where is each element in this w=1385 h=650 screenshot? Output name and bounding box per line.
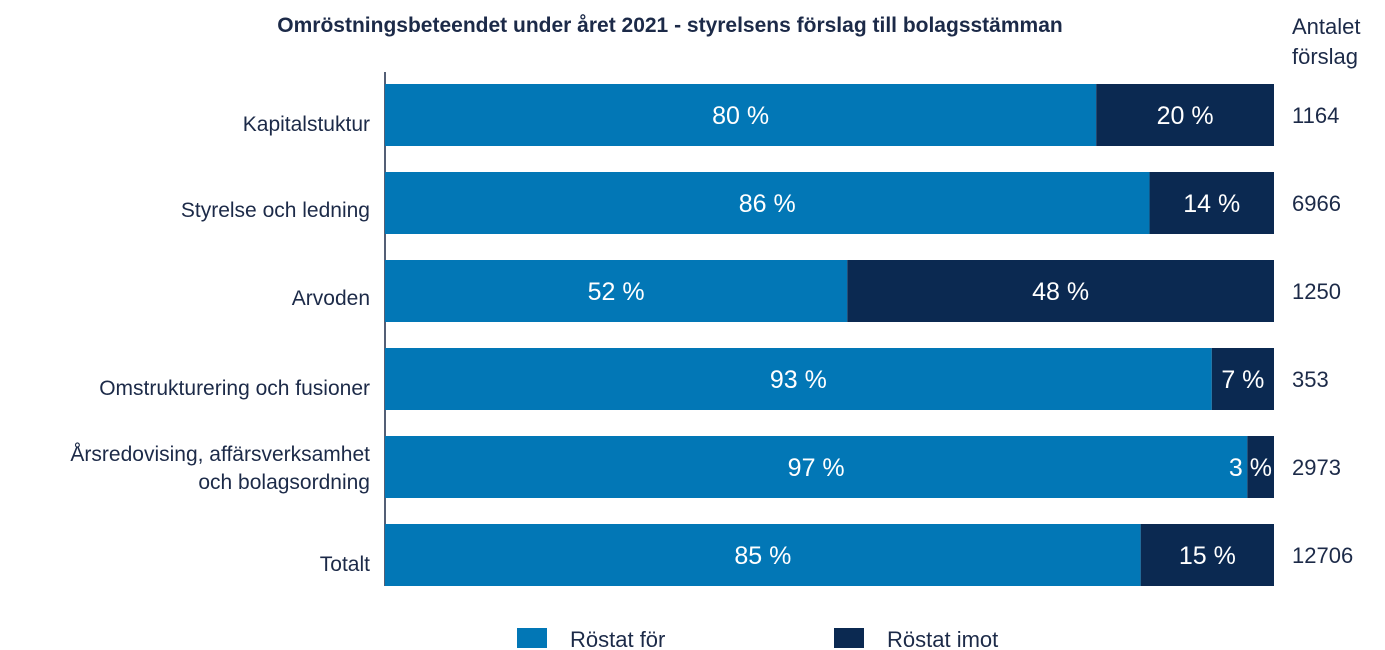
category-label: Kapitalstuktur: [243, 113, 370, 136]
proposal-count: 1250: [1292, 279, 1341, 304]
chart-title: Omröstningsbeteendet under året 2021 - s…: [277, 14, 1063, 37]
legend-swatch-rostat-imot: [834, 628, 864, 648]
category-label: Styrelse och ledning: [181, 199, 370, 222]
bar-rostat-imot: [1211, 348, 1274, 410]
proposal-count: 12706: [1292, 543, 1353, 568]
bar-rostat-imot: [1140, 524, 1274, 586]
bar-value-label: 3 %: [1229, 454, 1272, 482]
count-column-header: Antalet förslag: [1292, 12, 1361, 72]
bar-rostat-for: [385, 348, 1212, 410]
legend-label: Röstat för: [570, 627, 665, 650]
bar-value-label: 97 %: [788, 454, 845, 482]
bar-value-label: 86 %: [739, 190, 796, 218]
proposal-count: 6966: [1292, 191, 1341, 216]
bar-rostat-imot: [1096, 84, 1274, 146]
bar-value-label: 80 %: [712, 102, 769, 130]
category-label: och bolagsordning: [198, 471, 370, 494]
bar-value-label: 48 %: [1032, 278, 1089, 306]
proposal-count: 353: [1292, 367, 1329, 392]
bar-rostat-for: [385, 260, 848, 322]
category-label: Omstrukturering och fusioner: [99, 377, 370, 400]
count-header-line-2: förslag: [1292, 44, 1359, 69]
bar-rostat-for: [385, 436, 1248, 498]
count-header-line-1: Antalet: [1292, 14, 1361, 39]
bar-value-label: 15 %: [1179, 542, 1236, 570]
bar-rostat-for: [385, 84, 1097, 146]
bar-rostat-imot: [1247, 436, 1274, 498]
bar-value-label: 85 %: [734, 542, 791, 570]
bar-value-label: 93 %: [770, 366, 827, 394]
bar-rostat-for: [385, 524, 1141, 586]
bar-rostat-for: [385, 172, 1150, 234]
bar-rostat-imot: [1149, 172, 1274, 234]
bar-value-label: 14 %: [1183, 190, 1240, 218]
category-label: Årsredovising, affärsverksamhet: [70, 443, 370, 466]
category-label: Arvoden: [292, 287, 370, 310]
legend-swatch-rostat-for: [517, 628, 547, 648]
bar-value-label: 20 %: [1157, 102, 1214, 130]
proposal-count: 1164: [1292, 103, 1339, 128]
category-label: Totalt: [320, 553, 370, 576]
proposal-count: 2973: [1292, 455, 1341, 480]
bar-rostat-imot: [847, 260, 1274, 322]
bar-value-label: 7 %: [1221, 366, 1264, 394]
legend-label: Röstat imot: [887, 627, 998, 650]
bar-value-label: 52 %: [588, 278, 645, 306]
